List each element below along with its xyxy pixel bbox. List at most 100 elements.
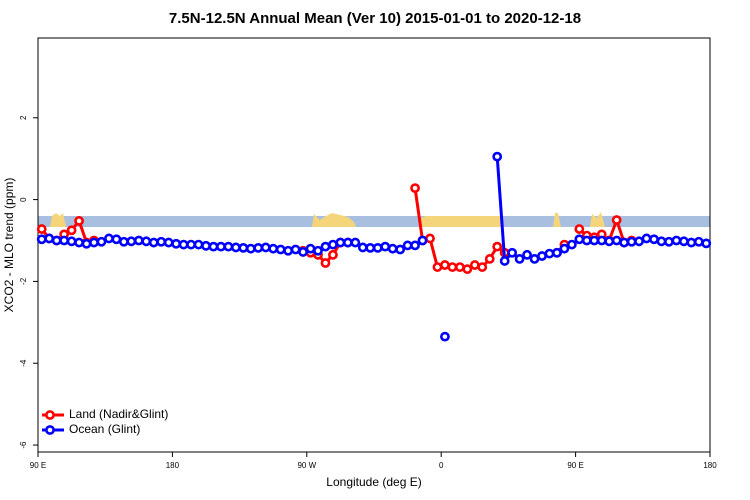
point bbox=[372, 242, 383, 253]
y-tick-label: -4 bbox=[19, 359, 28, 367]
x-tick-label: 0 bbox=[439, 461, 444, 470]
point bbox=[66, 236, 77, 247]
point bbox=[238, 242, 249, 253]
point bbox=[36, 234, 47, 245]
point bbox=[36, 224, 47, 234]
point bbox=[611, 235, 622, 246]
point bbox=[298, 247, 308, 257]
point bbox=[104, 233, 114, 244]
point bbox=[342, 237, 353, 248]
point bbox=[253, 242, 264, 253]
point bbox=[186, 239, 196, 250]
point bbox=[395, 244, 406, 255]
point bbox=[492, 151, 503, 162]
point bbox=[223, 241, 234, 252]
point bbox=[462, 264, 473, 275]
point bbox=[701, 238, 712, 249]
point bbox=[66, 225, 77, 236]
point bbox=[387, 243, 398, 254]
land-patch bbox=[420, 216, 502, 227]
point bbox=[410, 240, 420, 251]
point bbox=[208, 241, 219, 252]
point bbox=[492, 241, 503, 252]
point bbox=[96, 236, 107, 247]
point bbox=[432, 262, 443, 272]
point bbox=[380, 241, 391, 252]
point bbox=[537, 251, 547, 261]
point bbox=[156, 236, 167, 247]
point bbox=[425, 233, 435, 244]
point bbox=[320, 241, 331, 252]
point bbox=[417, 235, 428, 246]
point bbox=[686, 237, 697, 248]
x-tick-label: 90 E bbox=[30, 461, 46, 470]
land-patch bbox=[553, 213, 561, 227]
point bbox=[118, 236, 129, 247]
point bbox=[44, 233, 55, 244]
point bbox=[275, 244, 286, 255]
point bbox=[402, 240, 413, 251]
point bbox=[193, 239, 204, 250]
x-tick-label: 180 bbox=[166, 461, 180, 470]
point bbox=[74, 215, 84, 226]
point bbox=[260, 242, 271, 253]
point bbox=[566, 239, 577, 250]
point bbox=[649, 234, 659, 245]
legend-label: Land (Nadir&Glint) bbox=[69, 407, 168, 421]
point bbox=[365, 242, 376, 253]
point bbox=[201, 240, 211, 251]
point bbox=[111, 234, 122, 245]
point bbox=[454, 262, 465, 272]
point bbox=[335, 237, 346, 248]
point bbox=[440, 260, 450, 270]
point bbox=[320, 258, 331, 268]
point bbox=[589, 235, 600, 246]
point bbox=[51, 235, 62, 246]
point bbox=[604, 236, 615, 247]
point bbox=[484, 254, 495, 264]
point bbox=[163, 237, 174, 248]
band bbox=[38, 216, 710, 227]
point bbox=[141, 236, 152, 247]
y-tick-label: -6 bbox=[19, 441, 28, 449]
x-tick-label: 90 E bbox=[567, 461, 583, 470]
y-tick-label: -2 bbox=[19, 277, 28, 285]
y-axis-label: XCO2 - MLO trend (ppm) bbox=[2, 178, 16, 313]
point bbox=[440, 331, 450, 342]
point bbox=[581, 235, 592, 246]
point bbox=[469, 260, 480, 270]
land-patch bbox=[312, 213, 356, 227]
point bbox=[447, 262, 458, 272]
land-patch bbox=[590, 212, 605, 227]
point bbox=[178, 239, 189, 250]
point bbox=[59, 235, 70, 246]
point bbox=[641, 233, 652, 244]
point bbox=[74, 237, 84, 248]
point bbox=[216, 241, 226, 252]
point bbox=[507, 247, 518, 258]
point bbox=[634, 236, 644, 247]
point bbox=[678, 236, 689, 247]
x-axis-label: Longitude (deg E) bbox=[326, 475, 421, 489]
point bbox=[81, 238, 92, 249]
point bbox=[350, 237, 361, 248]
point bbox=[499, 256, 510, 266]
point bbox=[245, 243, 256, 254]
x-tick-label: 180 bbox=[703, 461, 717, 470]
legend-marker bbox=[45, 410, 55, 420]
point bbox=[544, 248, 555, 259]
point bbox=[171, 238, 182, 249]
point bbox=[671, 235, 682, 246]
point bbox=[283, 245, 294, 256]
point bbox=[626, 236, 637, 247]
point bbox=[357, 242, 368, 253]
point bbox=[656, 236, 667, 247]
land-patch bbox=[50, 213, 66, 227]
point bbox=[313, 245, 323, 256]
point bbox=[559, 243, 570, 254]
x-tick-label: 90 W bbox=[297, 461, 316, 470]
point bbox=[529, 254, 540, 264]
point bbox=[477, 262, 488, 272]
point bbox=[514, 254, 525, 264]
